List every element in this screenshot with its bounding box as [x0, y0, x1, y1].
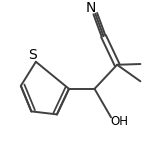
Text: N: N [86, 1, 96, 15]
Text: S: S [28, 48, 36, 62]
Text: OH: OH [110, 115, 128, 128]
